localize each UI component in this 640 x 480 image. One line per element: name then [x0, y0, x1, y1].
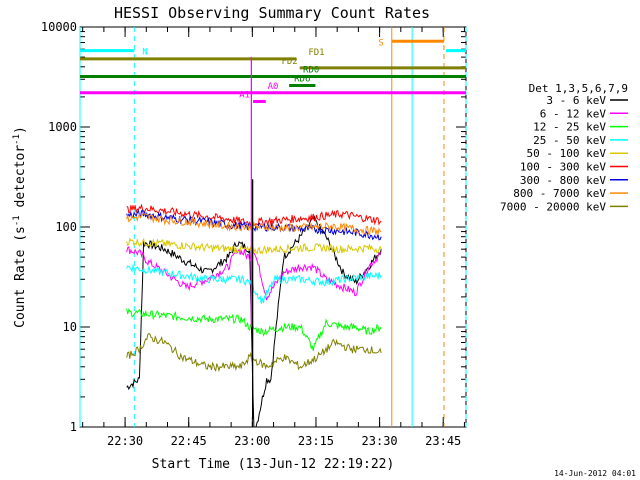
- series-line: [126, 332, 382, 373]
- series-line: [126, 215, 382, 428]
- state-bar-label: FD1: [308, 48, 324, 58]
- state-bar-label: FD2: [281, 57, 297, 67]
- state-bar-label: N: [142, 48, 147, 58]
- series-lines: [126, 57, 382, 428]
- x-tick-label: 22:30: [107, 434, 143, 448]
- legend-entry-label: 3 - 6 keV: [546, 94, 606, 107]
- y-tick-label: 10: [63, 320, 77, 334]
- chart-title: HESSI Observing Summary Count Rates: [114, 4, 430, 22]
- legend-entry-label: 25 - 50 keV: [533, 134, 606, 147]
- x-tick-label: 23:30: [362, 434, 398, 448]
- legend-entry-label: 7000 - 20000 keV: [500, 200, 606, 213]
- legend-entry-label: 12 - 25 keV: [533, 121, 606, 134]
- series-line: [126, 308, 382, 352]
- x-tick-label: 23:15: [298, 434, 334, 448]
- y-tick-label: 10000: [41, 20, 77, 34]
- footer-stamp: 14-Jun-2012 04:01: [554, 469, 636, 478]
- y-axis-label: Count Rate (s-1 detector-1): [12, 126, 28, 328]
- x-axis-label: Start Time (13-Jun-12 22:19:22): [152, 457, 395, 472]
- series-line: [126, 209, 382, 241]
- x-tick-label: 23:45: [425, 434, 461, 448]
- series-line: [126, 237, 382, 255]
- legend-title: Det 1,3,5,6,7,9: [529, 82, 628, 95]
- series-line: [126, 263, 382, 304]
- y-tick-label: 1000: [48, 120, 77, 134]
- legend-entry-label: 6 - 12 keV: [540, 107, 607, 120]
- x-tick-label: 22:45: [171, 434, 207, 448]
- y-tick-label: 1: [70, 420, 77, 434]
- legend-entry-label: 300 - 800 keV: [520, 174, 606, 187]
- state-bar-label: S: [378, 38, 383, 48]
- axis-ticks: 1 10 100 1000 10000 22:30 22:45 23:00 23:15 23:30…: [41, 20, 466, 448]
- x-tick-label: 23:00: [234, 434, 270, 448]
- legend-entry-label: 50 - 100 keV: [527, 147, 607, 160]
- series-line: [126, 213, 382, 236]
- y-tick-label: 100: [55, 220, 77, 234]
- state-bar-label: A0: [268, 82, 279, 92]
- state-bar-label: RD0: [303, 65, 319, 75]
- legend-entry-label: 800 - 7000 keV: [513, 187, 606, 200]
- state-bar-label: A1: [239, 90, 250, 100]
- state-bar-label: RD6: [294, 75, 310, 85]
- legend-entry-label: 100 - 300 keV: [520, 161, 606, 174]
